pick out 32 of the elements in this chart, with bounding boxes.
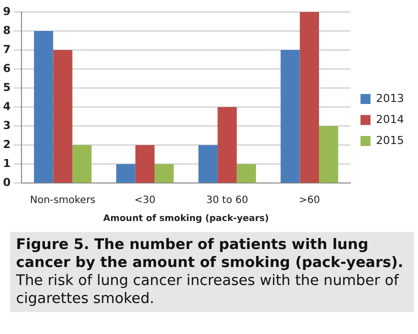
legend-label: 2014 <box>376 112 404 126</box>
bar <box>218 107 237 183</box>
bar <box>72 145 92 183</box>
y-tick-label: 6 <box>3 62 11 75</box>
text: The risk of lung cancer increases with the number of cigarettes smoked. <box>16 272 400 308</box>
y-tick-label: 0 <box>3 176 11 190</box>
legend-label: 2015 <box>376 134 404 147</box>
legend-label: 2013 <box>376 92 404 105</box>
x-tick-label: 30 to 60 <box>206 194 248 206</box>
x-tick-label: >60 <box>298 194 320 206</box>
text: Figure 5. The number of patients with lung cancer by the amount of smoking (pack-years). <box>16 236 404 272</box>
bar <box>53 50 72 183</box>
x-tick-label: <30 <box>134 194 156 206</box>
x-tick-label: Non-smokers <box>30 194 96 206</box>
y-tick-label: 3 <box>3 118 11 132</box>
y-tick-label: 2 <box>3 138 11 152</box>
bar <box>280 50 300 183</box>
bar <box>318 126 338 183</box>
y-tick-label: 9 <box>3 4 11 18</box>
bar <box>116 164 136 183</box>
bar <box>236 164 256 183</box>
y-tick-label: 4 <box>3 100 11 113</box>
y-tick-label: 5 <box>3 80 11 94</box>
y-tick-label: 7 <box>3 42 11 56</box>
bar <box>154 164 174 183</box>
bar <box>300 12 319 183</box>
bar <box>34 31 54 183</box>
y-tick-label: 8 <box>3 24 11 37</box>
y-tick-label: 1 <box>3 157 11 170</box>
bar <box>198 145 218 183</box>
bar <box>135 145 155 183</box>
x-axis-title: Amount of smoking (pack-years) <box>103 214 269 224</box>
